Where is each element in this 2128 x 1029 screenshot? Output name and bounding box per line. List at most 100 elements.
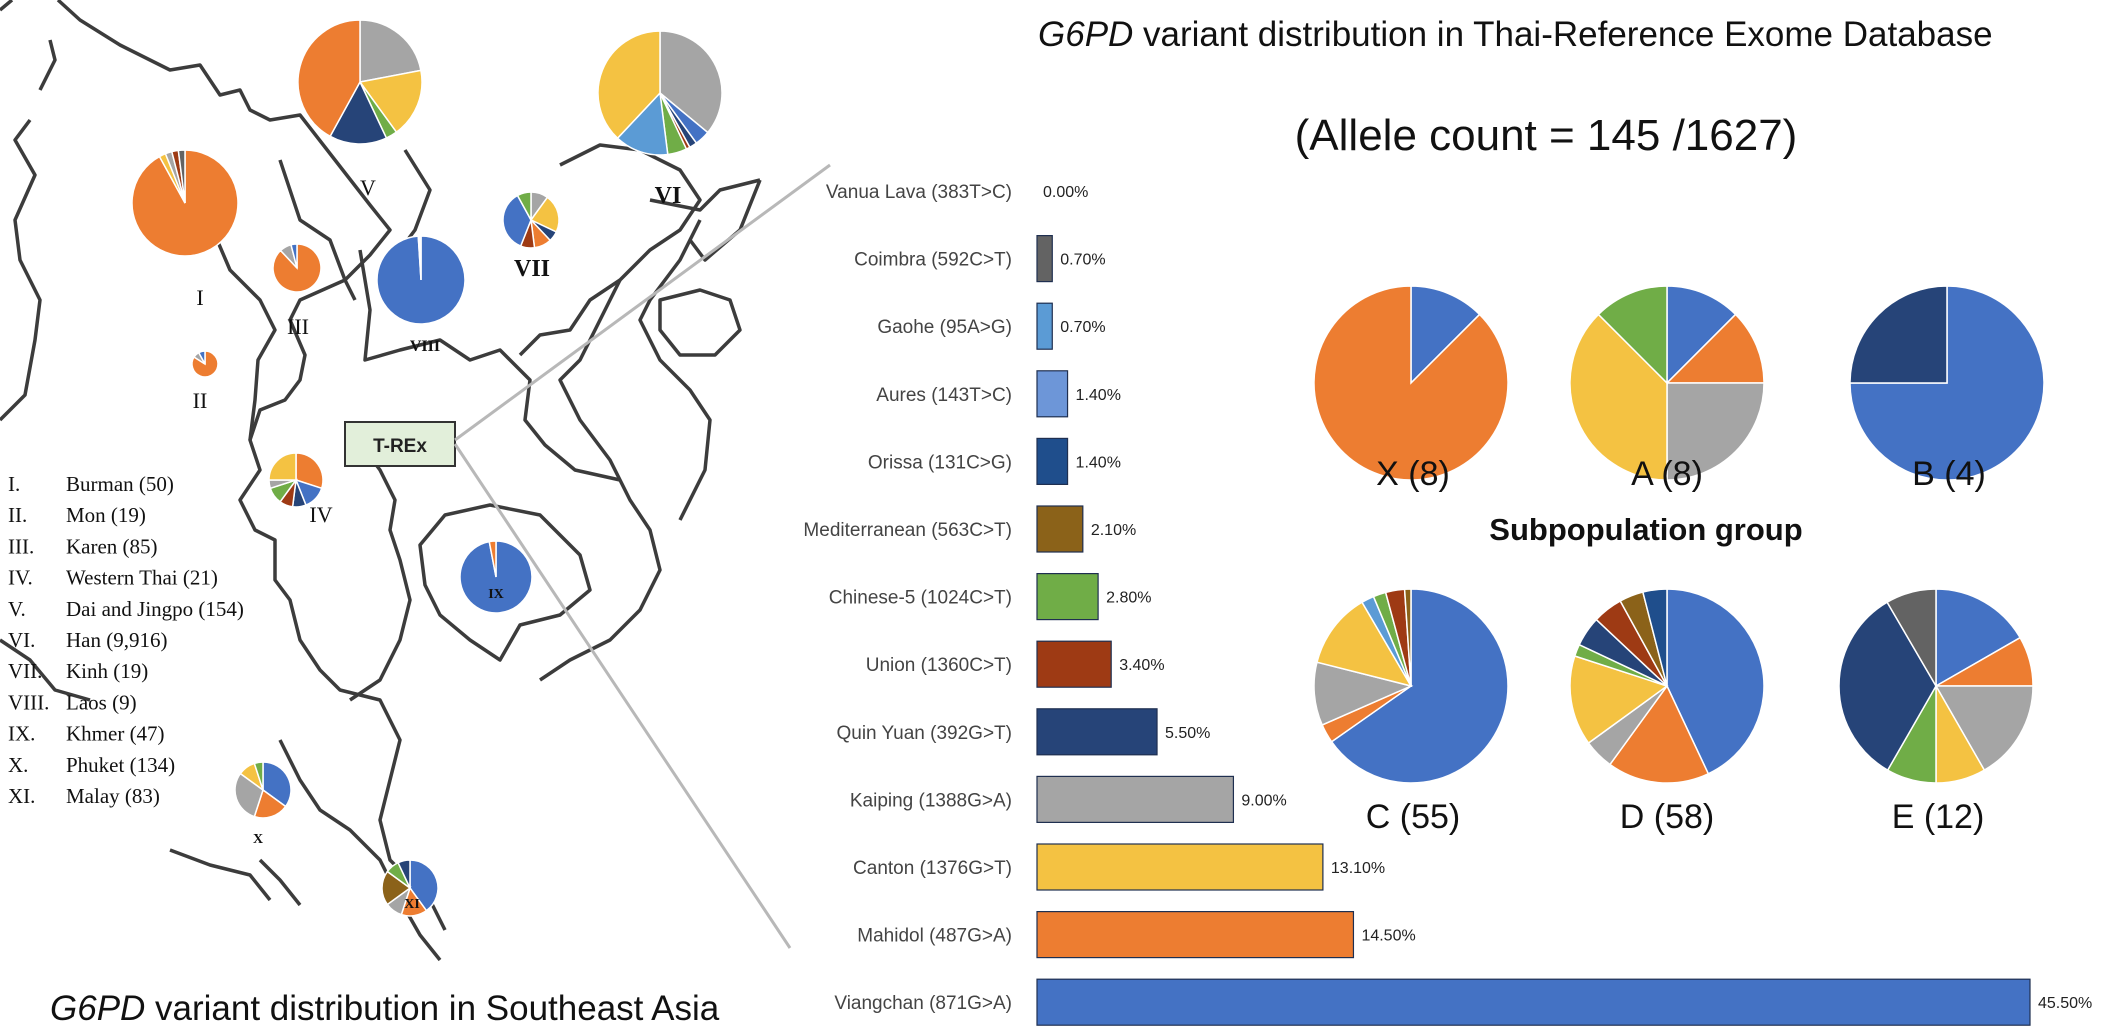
bar-category-label: Vanua Lava (383T>C) <box>826 182 1012 203</box>
subpop-pie-1-slice-2 <box>1666 382 1765 481</box>
subpop-pie-4-slice-1 <box>1608 684 1710 784</box>
map-pie-VI-slice-6 <box>597 30 661 140</box>
subpop-pie-2-slice-0 <box>1849 285 2045 481</box>
bar <box>1036 572 1099 621</box>
bar-category-label: Viangchan (871G>A) <box>834 993 1012 1014</box>
bar-category-label: Canton (1376G>T) <box>853 858 1012 879</box>
subpop-pie-label: D (58) <box>1620 798 1714 836</box>
legend-name: Burman (50) <box>66 472 174 496</box>
legend-name: Phuket (134) <box>66 753 175 777</box>
subpop-pie-label: A (8) <box>1631 455 1703 493</box>
map-pie-VII-slice-6 <box>516 191 532 221</box>
map-pie-IX <box>459 540 533 614</box>
subpop-pie-label: B (4) <box>1912 455 1986 493</box>
map-pie-IX-slice-1 <box>488 540 497 578</box>
bar-category-label: Kaiping (1388G>A) <box>850 790 1012 811</box>
subpop-pie-3-slice-0 <box>1330 588 1509 784</box>
legend-number: X. <box>8 753 28 777</box>
map-pie-II-slice-2 <box>197 350 206 365</box>
bar-category-label: Union (1360C>T) <box>866 655 1012 676</box>
legend-number: IV. <box>8 566 33 590</box>
subpop-pie-3-slice-3 <box>1316 601 1413 688</box>
map-legend: I. Burman (50) II. Mon (19) III. Karen (85) IV… <box>8 472 244 808</box>
region-label-I: I <box>196 285 203 310</box>
chart-title: G6PD variant distribution in Thai-Refere… <box>1038 15 1993 54</box>
bar-category-label: Coimbra (592C>T) <box>854 250 1012 271</box>
subpop-pie-label: E (12) <box>1892 798 1985 836</box>
legend-number: XI. <box>8 784 35 808</box>
legend-number: V. <box>8 597 26 621</box>
bar <box>1036 910 1355 959</box>
map-pie-VI-slice-5 <box>616 91 669 156</box>
legend-number: IX. <box>8 722 35 746</box>
legend-name: Dai and Jingpo (154) <box>66 597 244 621</box>
map-pie-I <box>131 149 239 257</box>
subpop-pie-1-slice-1 <box>1665 313 1765 384</box>
bar <box>1036 505 1084 553</box>
map-pie-V-slice-4 <box>297 19 361 138</box>
subpop-pie-5-slice-0 <box>1935 588 2022 688</box>
region-label-VII: VII <box>514 256 550 282</box>
subpop-pie-0-slice-0 <box>1410 285 1481 385</box>
subpop-pie-1-slice-3 <box>1569 313 1668 481</box>
region-label-IV: IV <box>309 502 332 527</box>
legend-number: I. <box>8 472 20 496</box>
bar <box>1036 843 1324 891</box>
bar <box>1036 437 1069 485</box>
bar <box>1036 978 2031 1026</box>
legend-number: II. <box>8 503 27 527</box>
bar-category-label: Quin Yuan (392G>T) <box>836 723 1012 744</box>
map-pie-II <box>191 350 219 378</box>
subpop-pie-5 <box>1838 588 2034 784</box>
map-pie-X-slice-2 <box>234 772 264 818</box>
map-pie-V-slice-1 <box>358 69 423 134</box>
region-label-VIII: VIII <box>410 338 440 355</box>
region-label-III: III <box>287 314 309 339</box>
subpop-pie-2-slice-1 <box>1849 285 1948 384</box>
subpop-pie-4-slice-3 <box>1569 655 1669 745</box>
bar-value-label: 0.70% <box>1060 319 1105 336</box>
trex-box: T-REx <box>344 421 456 467</box>
subpop-pie-5-slice-6 <box>1886 588 1937 689</box>
subpop-pie-label: X (8) <box>1376 455 1450 493</box>
map-region-labels: I II III IV V VI VII VIII IX X XI <box>193 175 682 912</box>
legend-name: Laos (9) <box>66 690 137 714</box>
map-pie-IV-slice-0 <box>295 452 324 490</box>
bar-value-label: 0.00% <box>1043 184 1088 201</box>
subpop-pie-4 <box>1569 588 1765 784</box>
allele-count: (Allele count = 145 /1627) <box>1295 111 1798 160</box>
subpop-pie-0-slice-1 <box>1313 285 1509 481</box>
subpop-pie-1-slice-0 <box>1666 285 1737 385</box>
bar <box>1036 640 1112 688</box>
subpop-pie-4-slice-0 <box>1666 588 1765 775</box>
map-pie-VI <box>597 30 723 156</box>
bar <box>1036 370 1069 418</box>
bar-value-label: 2.10% <box>1091 522 1136 539</box>
map-pie-IV-slice-6 <box>268 452 297 481</box>
legend-number: VI. <box>8 628 35 652</box>
bar-value-label: 5.50% <box>1165 725 1210 742</box>
subpop-pie-0 <box>1313 285 1509 481</box>
bar-value-label: 2.80% <box>1106 590 1151 607</box>
legend-name: Western Thai (21) <box>66 566 218 590</box>
map-pie-VIII <box>376 235 466 325</box>
legend-name: Khmer (47) <box>66 722 165 746</box>
map-title-rest: variant distribution in Southeast Asia <box>145 989 719 1028</box>
chart-title-italic: G6PD <box>1038 15 1133 54</box>
map-pie-I-slice-4 <box>177 149 186 204</box>
bar-category-label: Orissa (131C>G) <box>868 452 1012 473</box>
bar <box>1036 235 1053 283</box>
trex-label: T-REx <box>373 436 427 457</box>
bar-value-label: 3.40% <box>1119 657 1164 674</box>
region-label-XI: XI <box>404 897 420 912</box>
bar-value-label: 9.00% <box>1241 792 1286 809</box>
legend-name: Malay (83) <box>66 784 160 808</box>
map-title: G6PD variant distribution in Southeast A… <box>50 989 720 1028</box>
bar-value-label: 1.40% <box>1076 387 1121 404</box>
region-label-V: V <box>360 175 376 200</box>
variant-bar-chart: Vanua Lava (383T>C) 0.00% Coimbra (592C>T)… <box>803 182 2092 1026</box>
map-pie-XI-slice-0 <box>409 859 439 912</box>
map-pie-XI-slice-5 <box>397 859 411 889</box>
map-pie-X-slice-4 <box>253 761 264 791</box>
